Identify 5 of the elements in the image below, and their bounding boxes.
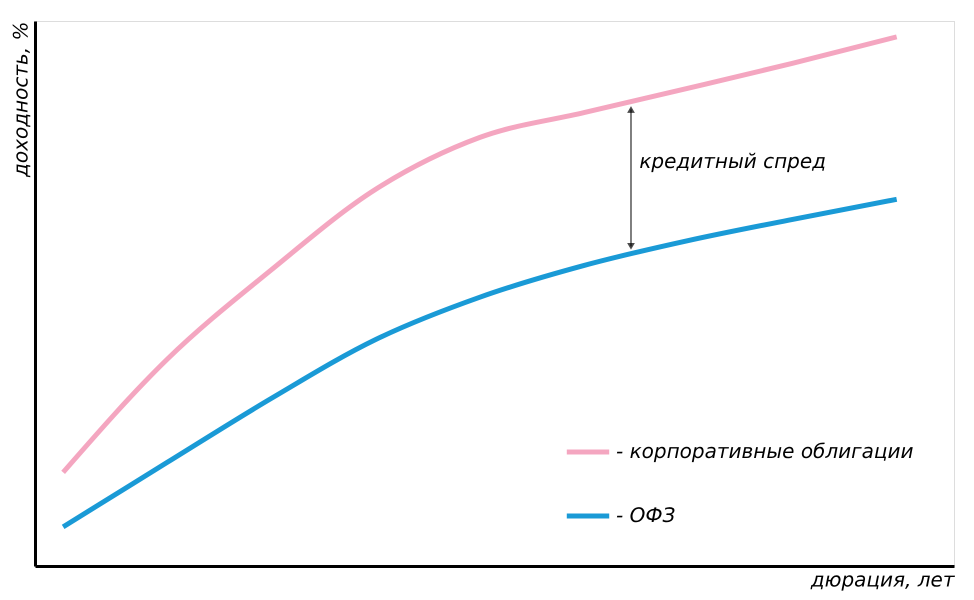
y-axis-title: доходность, % bbox=[8, 22, 32, 178]
x-axis-title: дюрация, лет bbox=[810, 568, 956, 592]
annotation: кредитный спред bbox=[639, 149, 826, 174]
legend-label: - ОФЗ bbox=[616, 503, 676, 527]
legend-label: - корпоративные облигации bbox=[616, 439, 914, 463]
